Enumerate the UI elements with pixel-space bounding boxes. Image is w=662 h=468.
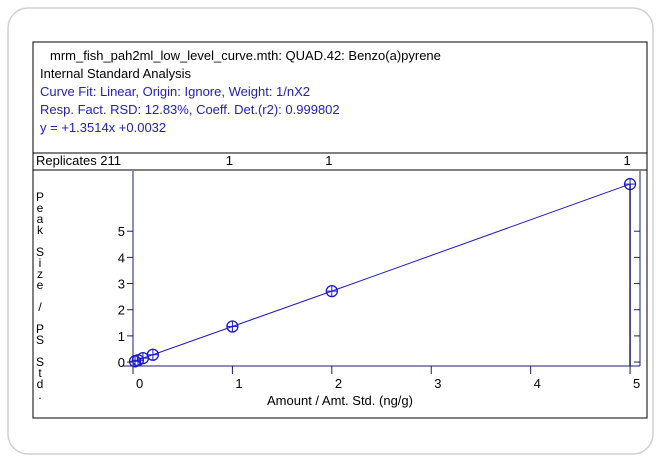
data-point <box>146 348 160 361</box>
header-line: mrm_fish_pah2ml_low_level_curve.mth: QUA… <box>50 48 441 63</box>
y-tick-label: 2 <box>118 303 125 318</box>
replicates-title: Replicates 211 <box>36 153 121 168</box>
y-tick-label: 4 <box>118 250 125 265</box>
x-tick-label: 1 <box>235 376 242 391</box>
x-tick-label: 4 <box>534 376 541 391</box>
replicate-count: 1 <box>325 153 332 168</box>
x-tick-label: 2 <box>335 376 342 391</box>
x-tick-label: 5 <box>633 376 640 391</box>
replicate-count: 1 <box>226 153 233 168</box>
data-point <box>226 320 239 333</box>
header-line: Curve Fit: Linear, Origin: Ignore, Weigh… <box>40 84 310 99</box>
y-tick-label: 5 <box>118 224 125 239</box>
x-tick-label: 3 <box>434 376 441 391</box>
y-axis-label: Peak Size / PS Std. <box>33 190 47 399</box>
y-tick-label: 1 <box>118 329 125 344</box>
header-line: y = +1.3514x +0.0032 <box>40 120 166 135</box>
data-point <box>325 284 338 298</box>
header-line: Resp. Fact. RSD: 12.83%, Coeff. Det.(r2)… <box>40 102 340 117</box>
header-line: Internal Standard Analysis <box>40 66 192 81</box>
x-tick-label: 0 <box>136 376 143 391</box>
y-tick-label: 0 <box>118 355 125 370</box>
y-tick-label: 3 <box>118 277 125 292</box>
replicate-count: 1 <box>623 153 630 168</box>
x-axis-label: Amount / Amt. Std. (ng/g) <box>267 393 413 408</box>
